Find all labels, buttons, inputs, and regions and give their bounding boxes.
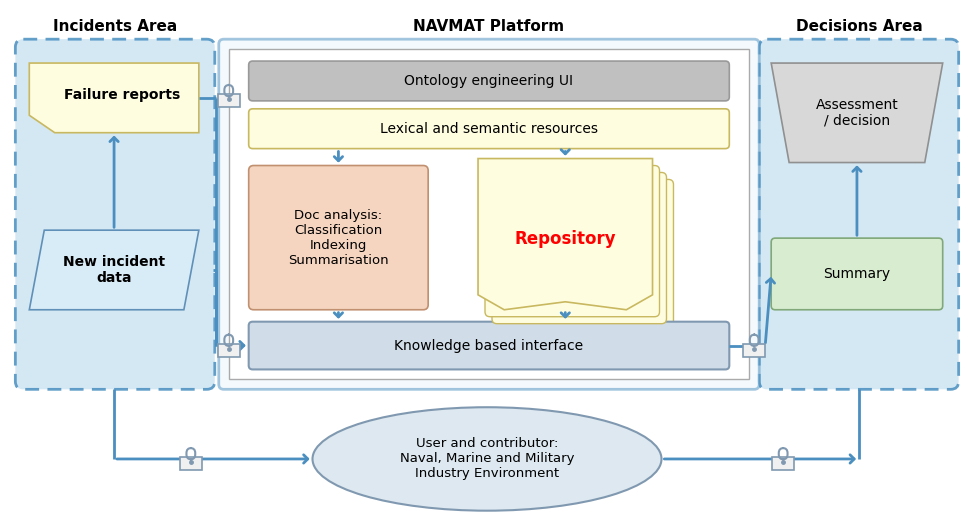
FancyBboxPatch shape — [219, 39, 759, 389]
Text: Lexical and semantic resources: Lexical and semantic resources — [380, 122, 598, 136]
Text: Assessment
/ decision: Assessment / decision — [815, 98, 898, 128]
Text: User and contributor:
Naval, Marine and Military
Industry Environment: User and contributor: Naval, Marine and … — [399, 438, 575, 480]
Polygon shape — [478, 158, 653, 310]
Text: Doc analysis:
Classification
Indexing
Summarisation: Doc analysis: Classification Indexing Su… — [288, 209, 389, 267]
FancyBboxPatch shape — [16, 39, 215, 389]
FancyBboxPatch shape — [771, 238, 943, 310]
Text: Failure reports: Failure reports — [64, 88, 180, 102]
Polygon shape — [29, 63, 199, 133]
Ellipse shape — [313, 407, 661, 511]
Text: NAVMAT Platform: NAVMAT Platform — [413, 19, 565, 34]
Text: Repository: Repository — [514, 230, 617, 248]
Bar — [743, 344, 766, 357]
FancyBboxPatch shape — [759, 39, 958, 389]
Text: Summary: Summary — [823, 267, 890, 281]
Text: Decisions Area: Decisions Area — [796, 19, 922, 34]
FancyBboxPatch shape — [485, 166, 659, 317]
FancyBboxPatch shape — [248, 166, 429, 310]
FancyBboxPatch shape — [492, 173, 666, 323]
Polygon shape — [771, 63, 943, 163]
Polygon shape — [29, 230, 199, 310]
Bar — [180, 457, 202, 470]
Bar — [229, 49, 749, 379]
Text: New incident
data: New incident data — [63, 255, 166, 285]
FancyBboxPatch shape — [499, 179, 673, 331]
FancyBboxPatch shape — [248, 61, 730, 101]
Text: Incidents Area: Incidents Area — [53, 19, 177, 34]
Bar — [218, 344, 240, 357]
FancyBboxPatch shape — [248, 322, 730, 369]
FancyBboxPatch shape — [248, 109, 730, 149]
Bar — [218, 94, 240, 107]
Text: Knowledge based interface: Knowledge based interface — [394, 339, 583, 352]
Text: Ontology engineering UI: Ontology engineering UI — [404, 74, 574, 88]
Bar — [772, 457, 794, 470]
